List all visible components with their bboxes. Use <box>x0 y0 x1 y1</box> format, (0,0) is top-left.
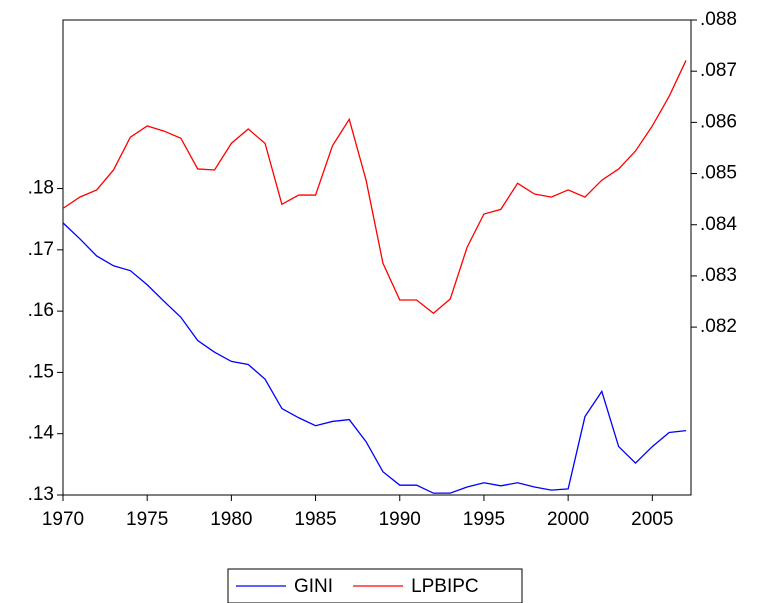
x-tick-label: 1985 <box>294 509 336 530</box>
y-tick-label: .13 <box>28 484 54 505</box>
x-tick-label: 2005 <box>631 509 673 530</box>
y2-tick-label: .087 <box>700 60 737 81</box>
x-tick-label: 1975 <box>126 509 168 530</box>
y2-tick-label: .088 <box>700 9 737 30</box>
y-tick-label: .18 <box>28 178 54 199</box>
y2-tick-label: .082 <box>700 316 737 337</box>
y-tick-label: .16 <box>28 300 54 321</box>
legend-label: LPBIPC <box>411 576 479 597</box>
plot-frame <box>62 19 692 496</box>
x-tick-label: 1980 <box>210 509 252 530</box>
legend-label: GINI <box>294 576 333 597</box>
series-line <box>62 222 687 494</box>
x-tick-label: 2000 <box>547 509 589 530</box>
y-tick-label: .15 <box>28 361 54 382</box>
x-tick-label: 1990 <box>379 509 421 530</box>
y2-tick-label: .084 <box>700 214 737 235</box>
x-tick-label: 1995 <box>463 509 505 530</box>
x-tick-label: 1970 <box>42 509 84 530</box>
y-tick-label: .17 <box>28 239 54 260</box>
y2-tick-label: .085 <box>700 163 737 184</box>
y2-tick-label: .086 <box>700 111 737 132</box>
y2-tick-label: .083 <box>700 265 737 286</box>
series-line <box>62 60 687 315</box>
y-tick-label: .14 <box>28 423 55 444</box>
